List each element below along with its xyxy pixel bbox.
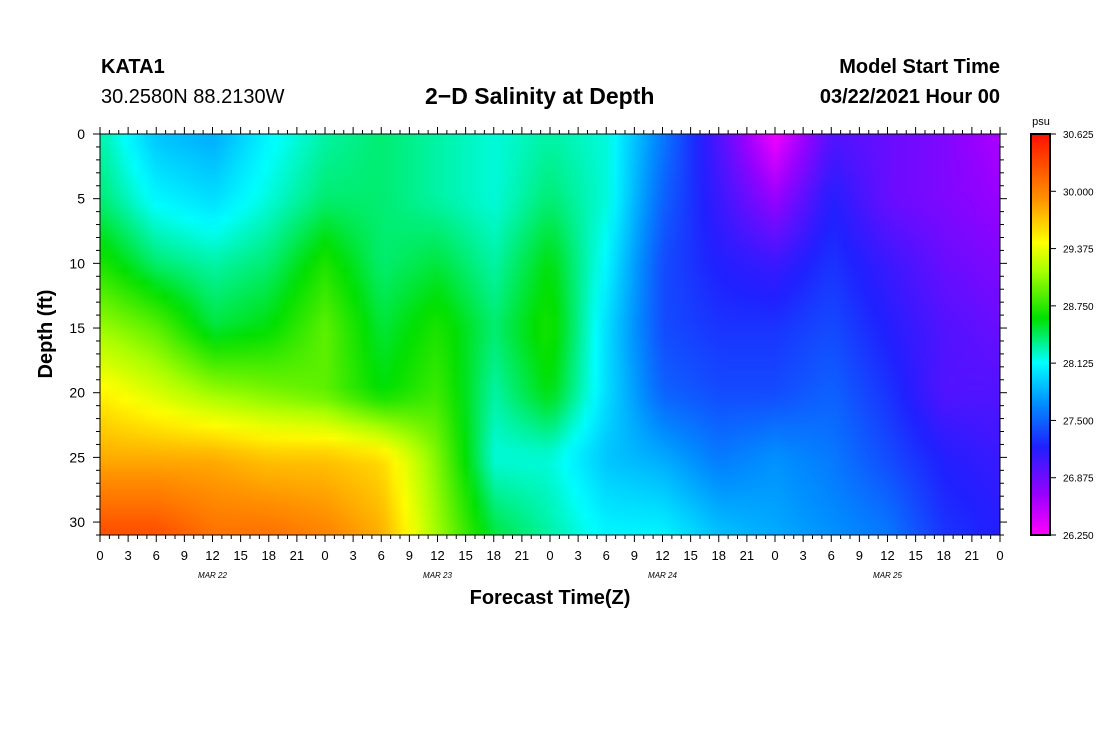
x-tick-label: 3 (800, 548, 807, 563)
x-tick-label: 0 (96, 548, 103, 563)
colorbar-gradient (1030, 133, 1051, 536)
x-axis: 0 3 6 9 12 15 18 21 0 3 6 9 12 15 18 21 0 3 6 9 12 15 18 21 0 3 6 9… (96, 127, 1004, 580)
x-axis-label: Forecast Time(Z) (470, 587, 631, 609)
date-label: MAR 24 (648, 571, 677, 580)
x-tick-label: 0 (996, 548, 1003, 563)
station-coordinates: 30.2580N 88.2130W (101, 86, 285, 108)
colorbar-tick-label: 28.750 (1063, 302, 1094, 313)
colorbar-unit: psu (1032, 116, 1050, 128)
chart-title: 2−D Salinity at Depth (425, 83, 655, 109)
y-tick-label: 5 (77, 191, 85, 207)
x-tick-label: 18 (262, 548, 276, 563)
y-tick-label: 30 (69, 514, 85, 530)
x-tick-label: 0 (771, 548, 778, 563)
y-tick-label: 0 (77, 126, 85, 142)
x-tick-label: 18 (487, 548, 501, 563)
x-tick-label: 6 (603, 548, 610, 563)
model-start-label: Model Start Time (839, 56, 1000, 78)
x-tick-label: 9 (856, 548, 863, 563)
x-tick-label: 21 (965, 548, 979, 563)
x-tick-label: 15 (233, 548, 247, 563)
colorbar-tick-label: 30.625 (1063, 130, 1094, 141)
x-tick-label: 9 (631, 548, 638, 563)
colorbar-ticks: 30.625 30.000 29.375 28.750 28.125 27.500 26.8… (1050, 130, 1094, 542)
salinity-heatmap (100, 134, 1000, 535)
date-label: MAR 23 (423, 571, 452, 580)
x-tick-label: 15 (458, 548, 472, 563)
x-tick-label: 3 (125, 548, 132, 563)
x-tick-label: 3 (350, 548, 357, 563)
x-tick-label: 21 (290, 548, 304, 563)
y-axis-label: Depth (ft) (35, 290, 57, 379)
y-axis: 0 5 10 15 20 25 30 (69, 126, 1007, 536)
x-tick-label: 6 (378, 548, 385, 563)
x-tick-label: 21 (740, 548, 754, 563)
y-tick-label: 10 (69, 255, 85, 271)
x-tick-label: 0 (321, 548, 328, 563)
x-tick-label: 12 (430, 548, 444, 563)
model-start-value: 03/22/2021 Hour 00 (819, 86, 1000, 108)
x-tick-label: 0 (546, 548, 553, 563)
colorbar: psu 30.625 30.000 29.375 28.750 28.125 27.500… (1030, 116, 1094, 542)
colorbar-tick-label: 27.500 (1063, 416, 1094, 427)
date-label: MAR 22 (198, 571, 227, 580)
x-tick-label: 15 (908, 548, 922, 563)
date-label: MAR 25 (873, 571, 902, 580)
x-tick-label: 15 (683, 548, 697, 563)
x-tick-label: 6 (153, 548, 160, 563)
x-tick-label: 3 (575, 548, 582, 563)
x-tick-label: 12 (880, 548, 894, 563)
station-id: KATA1 (101, 56, 165, 78)
y-tick-label: 20 (69, 385, 85, 401)
colorbar-tick-label: 28.125 (1063, 359, 1094, 370)
x-tick-label: 21 (515, 548, 529, 563)
x-tick-label: 12 (205, 548, 219, 563)
colorbar-tick-label: 29.375 (1063, 245, 1094, 256)
colorbar-tick-label: 30.000 (1063, 187, 1094, 198)
x-tick-label: 6 (828, 548, 835, 563)
x-tick-label: 18 (937, 548, 951, 563)
x-tick-label: 12 (655, 548, 669, 563)
colorbar-tick-label: 26.875 (1063, 474, 1094, 485)
x-tick-label: 18 (712, 548, 726, 563)
x-tick-label: 9 (181, 548, 188, 563)
y-tick-label: 15 (69, 320, 85, 336)
y-tick-label: 25 (69, 449, 85, 465)
x-tick-label: 9 (406, 548, 413, 563)
colorbar-tick-label: 26.250 (1063, 531, 1094, 542)
